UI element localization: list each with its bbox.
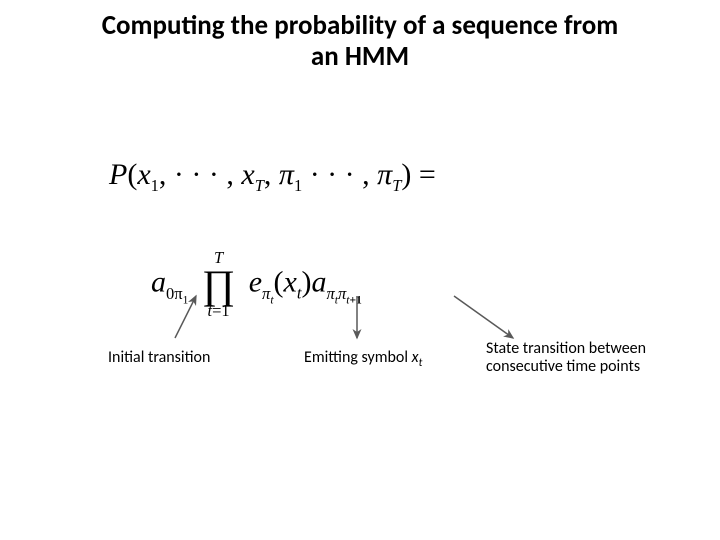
f1-eq: =: [419, 158, 436, 191]
slide-title: Computing the probability of a sequence …: [30, 10, 690, 72]
f1-P: P: [109, 158, 127, 191]
f1-c1: ,: [159, 158, 167, 191]
arrow-transition: [454, 296, 513, 338]
f1-piT: π: [377, 158, 392, 191]
f1-dots2: · · ·: [310, 158, 355, 191]
formula-line-2: a0π1 T ∏ t=1 eπt(xt)aπtπt+1: [151, 250, 362, 320]
f1-pi1: π: [279, 158, 294, 191]
f2-a1: a: [151, 266, 166, 299]
f1-c4: ,: [362, 158, 370, 191]
f2-a2: a: [311, 266, 326, 299]
label-initial-transition: Initial transition: [108, 348, 210, 367]
f2-a2sub: πtπt+1: [326, 284, 361, 303]
formula-line-1: P(x1, · · · , xT, π1 · · · , πT) =: [109, 158, 436, 192]
f1-close: ): [401, 158, 411, 191]
f1-x1: x: [137, 158, 150, 191]
f2-a2-t2wrap: t+1: [346, 294, 362, 306]
f1-subT: T: [255, 176, 264, 195]
f1-sub1: 1: [151, 176, 159, 195]
f2-a1subsub: 1: [183, 294, 189, 306]
emitting-var: x: [412, 348, 419, 367]
f2-a2-pi2: π: [338, 284, 346, 303]
f1-c2: ,: [226, 158, 234, 191]
title-line-1: Computing the probability of a sequence …: [102, 9, 619, 42]
emitting-prefix: Emitting symbol: [304, 348, 412, 367]
f1-dots1: · · ·: [174, 158, 219, 191]
slide: Computing the probability of a sequence …: [0, 0, 720, 540]
prod-sym: ∏: [202, 265, 235, 306]
f2-a1sub: 0π1: [166, 284, 188, 303]
product-symbol: T ∏ t=1: [202, 250, 235, 320]
f1-pisub1: 1: [294, 176, 302, 195]
f2-eclose: ): [301, 266, 311, 299]
f2-a2-pi1: π: [326, 284, 334, 303]
f1-open: (: [127, 158, 137, 191]
st-line2: consecutive time points: [486, 357, 640, 376]
f2-e: e: [249, 266, 262, 299]
emitting-sub: t: [419, 356, 423, 370]
f2-a1sub-zero-pi: 0π: [166, 284, 183, 303]
f1-pisubT: T: [392, 176, 401, 195]
f2-eopen: (: [274, 266, 284, 299]
f2-esub: πt: [262, 284, 274, 303]
st-line1: State transition between: [486, 339, 646, 358]
prod-lower-eq: =1: [212, 301, 230, 320]
f1-xT: x: [241, 158, 254, 191]
label-state-transition: State transition between consecutive tim…: [486, 340, 646, 377]
title-line-2: an HMM: [311, 40, 409, 73]
f2-a2-plus1: +1: [349, 294, 361, 306]
f1-c3: ,: [264, 158, 272, 191]
f2-ex: x: [284, 266, 297, 299]
label-emitting-symbol: Emitting symbol xt: [304, 348, 422, 370]
